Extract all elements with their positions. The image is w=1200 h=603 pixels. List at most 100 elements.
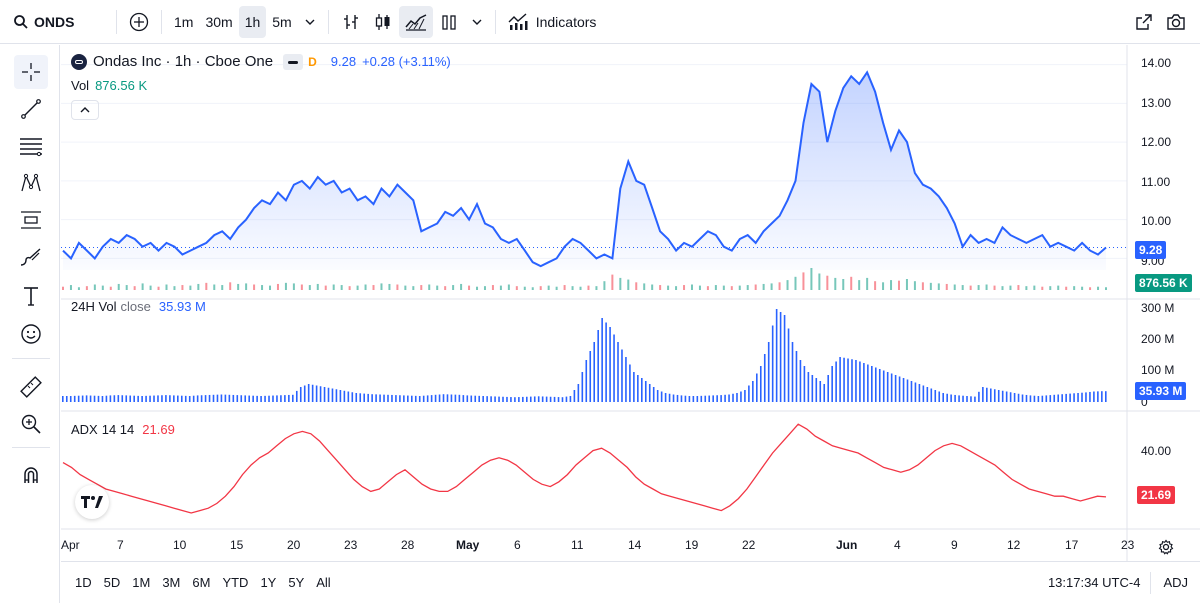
projection-tool[interactable] — [14, 203, 48, 237]
volume-bar — [635, 282, 638, 290]
price-tick: 10.00 — [1141, 214, 1172, 228]
vol24-bar — [450, 394, 453, 402]
volume-bar — [364, 284, 367, 290]
chevron-up-icon — [80, 107, 90, 113]
vol24-bar — [307, 384, 310, 402]
vol24-bar — [1045, 395, 1048, 402]
vol24-bar — [184, 395, 187, 402]
trend-line-tool[interactable] — [14, 92, 48, 126]
vol24-bar — [966, 396, 968, 402]
snapshot-button[interactable] — [1160, 6, 1192, 38]
columns-style-button[interactable] — [433, 6, 465, 38]
vol24-bar — [173, 395, 175, 402]
volume-bar — [1105, 287, 1107, 290]
vol24-tick: 0 — [1141, 395, 1148, 409]
tradingview-logo[interactable] — [75, 485, 109, 519]
vol24-bar — [359, 393, 362, 402]
brush-tool[interactable] — [14, 240, 48, 274]
emoji-tool[interactable] — [14, 317, 48, 351]
volume-bar — [1097, 286, 1100, 290]
volume-bar — [643, 283, 646, 290]
vol24-bar — [791, 342, 794, 402]
time-tick: 10 — [173, 538, 187, 552]
chart-type-dropdown[interactable] — [465, 6, 489, 38]
range-3m[interactable]: 3M — [162, 575, 181, 590]
vol24-bar — [264, 395, 266, 402]
fib-tool[interactable] — [14, 129, 48, 163]
open-new-window-button[interactable] — [1128, 6, 1160, 38]
text-tool[interactable] — [14, 279, 48, 313]
vol24-bar — [77, 395, 80, 402]
delayed-badge[interactable]: D — [308, 54, 317, 69]
candles-style-button[interactable] — [367, 6, 399, 38]
legend-price: 9.28 — [330, 54, 357, 69]
vol24-bar — [65, 396, 68, 402]
time-axis[interactable]: Apr 7 10 15 20 23 28 May 6 11 14 19 22 Jun 4 9 12 17 23 — [61, 529, 1134, 561]
market-status-icon[interactable] — [283, 53, 304, 70]
area-style-button[interactable] — [398, 5, 433, 38]
measure-tool[interactable] — [14, 370, 48, 404]
vol24-bar — [177, 395, 179, 402]
vol24-bar — [1093, 391, 1095, 402]
volume-bar — [404, 285, 407, 290]
gear-icon — [1158, 539, 1174, 555]
vol24-bar — [783, 315, 786, 402]
volume-bar — [961, 285, 964, 290]
interval-dropdown[interactable] — [298, 6, 322, 38]
vol24-bar — [466, 395, 469, 402]
vol24-bar — [430, 395, 433, 402]
interval-1m[interactable]: 1m — [174, 13, 194, 30]
vol24-bar — [153, 395, 155, 402]
volume-bar — [651, 284, 654, 290]
vol24-bar — [180, 395, 183, 402]
crosshair-tool[interactable] — [14, 55, 48, 89]
range-1y[interactable]: 1Y — [260, 575, 277, 590]
zoom-tool[interactable] — [14, 407, 48, 441]
volume-bar — [714, 285, 717, 290]
magnet-tool[interactable] — [14, 458, 48, 492]
vol24-bar — [922, 385, 925, 402]
range-6m[interactable]: 6M — [192, 575, 211, 590]
range-all[interactable]: All — [316, 575, 331, 590]
interval-1h[interactable]: 1h — [238, 5, 267, 38]
vol24-bar — [974, 396, 976, 402]
volume-bar — [181, 285, 184, 290]
vol24-bar — [557, 397, 560, 402]
pattern-tool[interactable] — [14, 166, 48, 200]
collapse-legend-button[interactable] — [71, 100, 99, 120]
vol24-bar — [787, 328, 790, 402]
vol24-bar — [375, 394, 377, 402]
bars-style-button[interactable] — [335, 6, 367, 38]
volume-bar — [507, 284, 510, 290]
volume-bar — [468, 285, 471, 290]
vol24-bar — [117, 395, 120, 402]
vol24-bar — [343, 390, 346, 402]
vol24-legend: 24H Vol close 35.93 M — [71, 299, 206, 314]
range-1d[interactable]: 1D — [75, 575, 92, 590]
chart-area[interactable]: Ondas Inc · 1h · Cboe One D 9.28 +0.28 (… — [61, 45, 1200, 561]
vol24-bar — [276, 395, 278, 402]
range-5y[interactable]: 5Y — [288, 575, 305, 590]
volume-bar — [157, 286, 160, 290]
clock[interactable]: 13:17:34 UTC-4 — [1047, 575, 1141, 590]
vol24-bar — [589, 351, 592, 402]
vol24-bar — [926, 387, 929, 402]
trend-line-icon — [21, 99, 41, 119]
toolbar-divider — [327, 9, 329, 34]
vol24-bar — [938, 391, 941, 402]
volume-bar — [101, 285, 104, 290]
vol24-bar — [113, 395, 116, 402]
volume-bar — [483, 286, 486, 290]
axis-settings-button[interactable] — [1156, 537, 1176, 557]
compare-button[interactable] — [123, 6, 155, 38]
interval-30m[interactable]: 30m — [205, 13, 233, 30]
range-5d[interactable]: 5D — [103, 575, 121, 590]
symbol-search[interactable]: ONDS — [0, 6, 110, 38]
vol24-bar — [577, 384, 580, 402]
range-ytd[interactable]: YTD — [222, 575, 249, 590]
range-1m[interactable]: 1M — [132, 575, 151, 590]
interval-5m[interactable]: 5m — [272, 13, 292, 30]
indicators-button[interactable]: Indicators — [502, 6, 603, 38]
adj-toggle[interactable]: ADJ — [1163, 575, 1188, 590]
vol24-bar — [613, 334, 615, 402]
